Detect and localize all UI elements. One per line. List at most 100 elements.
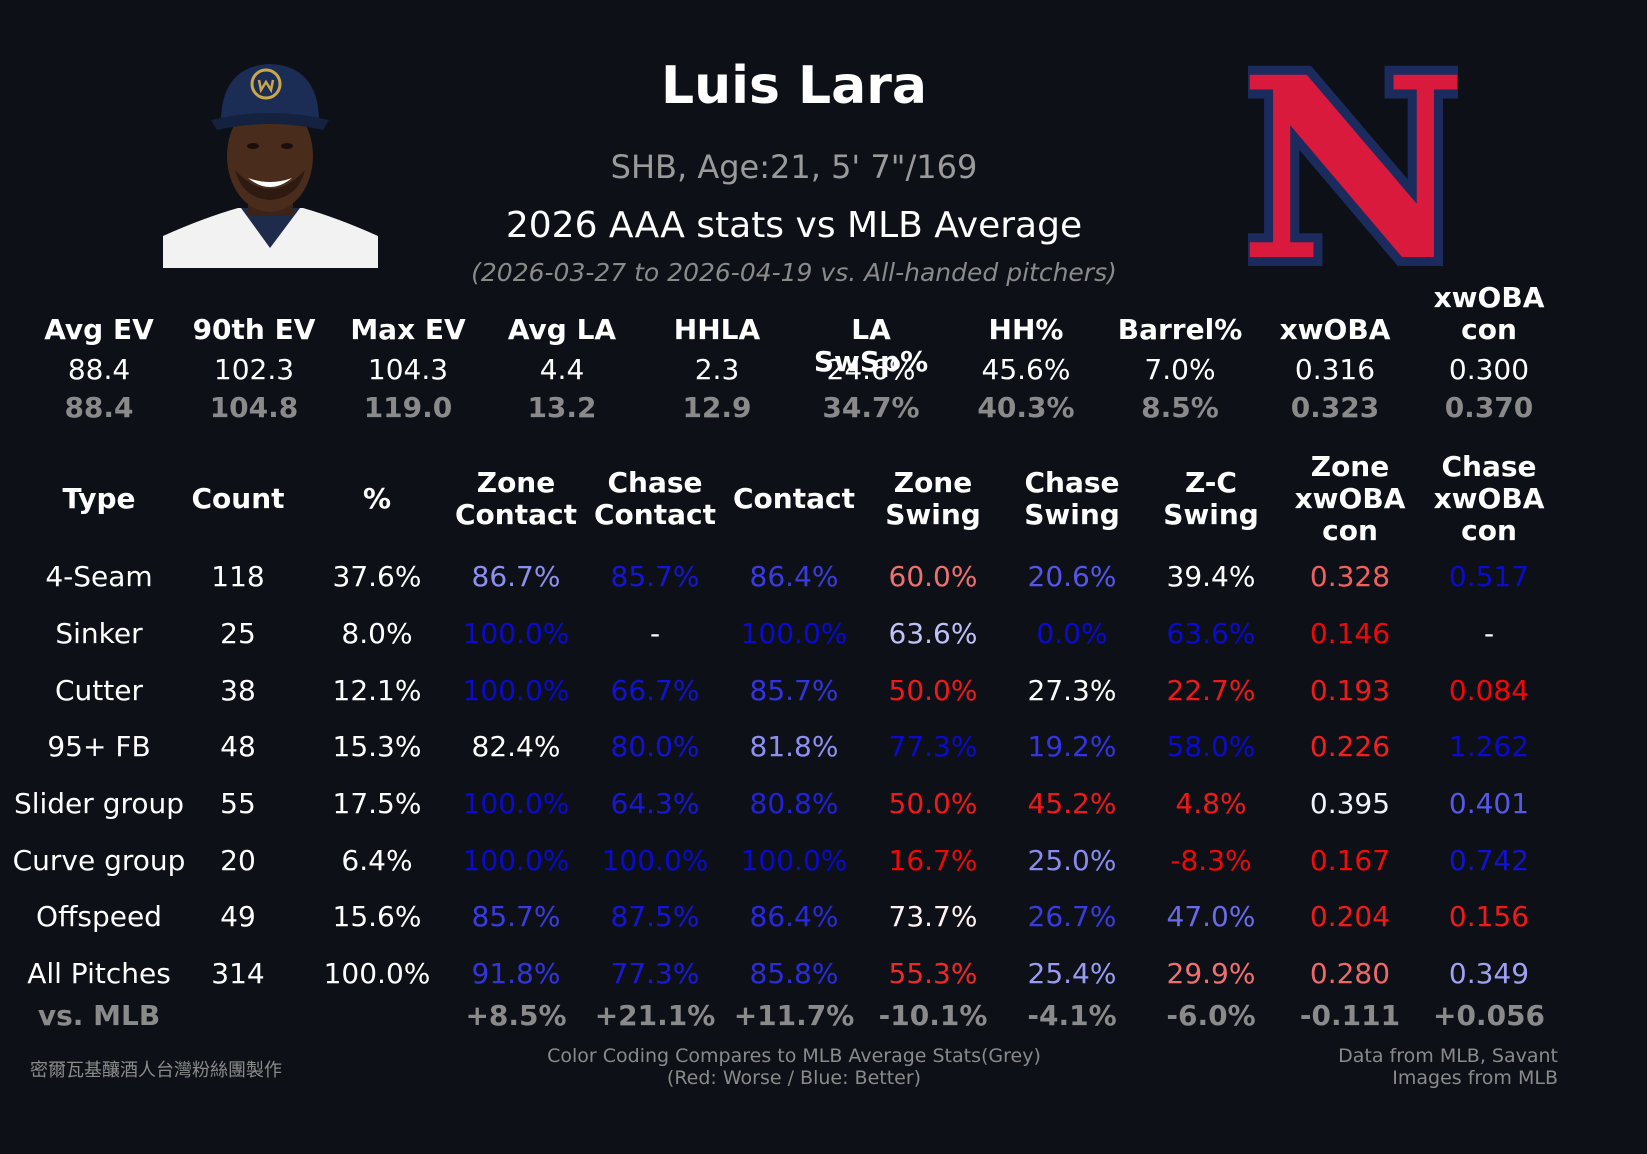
table-cell: 0.395 [1309,787,1391,820]
table-cell: 86.4% [749,560,839,593]
fan-club-credit: 密爾瓦基釀酒人台灣粉絲團製作 [30,1060,282,1081]
table-cell: 86.4% [749,900,839,933]
data-source-line-2: Images from MLB [1392,1067,1558,1089]
summary-header: Avg LA [507,313,617,346]
table-cell: 0.401 [1448,787,1530,820]
table-cell: 118 [211,560,265,593]
table-cell: 47.0% [1166,900,1256,933]
summary-mlb-value: 0.323 [1290,391,1380,424]
table-cell: 100.0% [601,844,709,877]
summary-player-value: 7.0% [1144,353,1216,386]
player-bio: SHB, Age:21, 5' 7"/169 [610,148,978,186]
table-header: Zone [893,466,973,499]
table-cell: 100.0% [740,844,848,877]
vs-mlb-diff: -0.111 [1299,999,1401,1032]
table-cell: 100.0% [462,844,570,877]
summary-header: con [1461,313,1517,346]
table-cell: 29.9% [1166,957,1256,990]
table-header: con [1322,514,1378,547]
table-cell: 0.280 [1309,957,1391,990]
summary-mlb-value: 40.3% [977,391,1075,424]
table-row-label: 4-Seam [45,560,153,593]
summary-mlb-value: 0.370 [1444,391,1534,424]
table-row-label: 95+ FB [47,730,151,763]
summary-header: xwOBA [1279,313,1391,346]
table-cell: 85.8% [749,957,839,990]
table-cell: 77.3% [610,957,700,990]
table-header: Swing [1163,498,1259,531]
summary-mlb-value: 13.2 [527,391,597,424]
summary-mlb-value: 12.9 [682,391,752,424]
summary-player-value: 0.300 [1448,353,1530,386]
report-subtitle: 2026 AAA stats vs MLB Average [505,205,1083,246]
table-cell: 82.4% [471,730,561,763]
table-cell: 6.4% [341,844,413,877]
table-header: Z-C [1185,466,1237,499]
table-cell: - [649,617,661,650]
summary-player-value: 2.3 [694,353,740,386]
vs-mlb-diff: -6.0% [1166,999,1256,1032]
table-cell: 64.3% [610,787,700,820]
table-cell: 22.7% [1166,674,1256,707]
table-cell: 0.349 [1448,957,1530,990]
table-cell: 17.5% [332,787,422,820]
summary-player-value: 0.316 [1294,353,1376,386]
logo-letter-outline: N [1248,62,1458,272]
color-legend-line-2: (Red: Worse / Blue: Better) [666,1067,922,1089]
table-cell: 58.0% [1166,730,1256,763]
table-cell: 50.0% [888,787,978,820]
summary-mlb-value: 88.4 [64,391,134,424]
table-cell: 4.8% [1175,787,1247,820]
table-cell: 0.167 [1309,844,1391,877]
table-cell: 25.0% [1027,844,1117,877]
summary-header: HHLA [673,313,761,346]
logo-letter: N [1248,62,1458,272]
table-cell: 100.0% [462,617,570,650]
table-row-label: Offspeed [36,900,162,933]
table-cell: 15.3% [332,730,422,763]
vs-mlb-diff: +21.1% [594,999,716,1032]
table-cell: 55 [220,787,256,820]
table-cell: 39.4% [1166,560,1256,593]
table-row-label: All Pitches [27,957,171,990]
vs-mlb-diff: -10.1% [878,999,988,1032]
table-cell: 15.6% [332,900,422,933]
summary-player-value: 104.3 [367,353,449,386]
table-header: Zone [476,466,556,499]
table-cell: 87.5% [610,900,700,933]
table-cell: 25 [220,617,256,650]
table-row-label: Curve group [12,844,186,877]
summary-player-value: 88.4 [67,353,131,386]
table-header: Chase [607,466,703,499]
summary-mlb-value: 34.7% [822,391,920,424]
player-name: Luis Lara [661,56,927,116]
table-cell: 27.3% [1027,674,1117,707]
player-headshot [163,58,378,268]
table-cell: 50.0% [888,674,978,707]
table-cell: 0.193 [1309,674,1391,707]
table-cell: 1.262 [1448,730,1530,763]
vs-mlb-diff: +0.056 [1432,999,1546,1032]
table-cell: 60.0% [888,560,978,593]
table-header: Count [191,482,285,515]
vs-mlb-label: vs. MLB [37,999,161,1032]
table-cell: 0.742 [1448,844,1530,877]
table-row-label: Cutter [55,674,143,707]
summary-mlb-value: 119.0 [363,391,453,424]
table-header: Chase [1441,450,1537,483]
data-source-line-1: Data from MLB, Savant [1338,1045,1558,1067]
summary-header: Max EV [350,313,466,346]
table-cell: 0.156 [1448,900,1530,933]
table-header: Contact [733,482,855,515]
table-cell: 20 [220,844,256,877]
summary-mlb-value: 104.8 [209,391,299,424]
table-header: Zone [1310,450,1390,483]
vs-mlb-diff: -4.1% [1027,999,1117,1032]
table-cell: 0.204 [1309,900,1391,933]
table-cell: 49 [220,900,256,933]
table-cell: 0.226 [1309,730,1391,763]
table-cell: 45.2% [1027,787,1117,820]
table-cell: 12.1% [332,674,422,707]
table-cell: 8.0% [341,617,413,650]
table-header: Contact [455,498,577,531]
